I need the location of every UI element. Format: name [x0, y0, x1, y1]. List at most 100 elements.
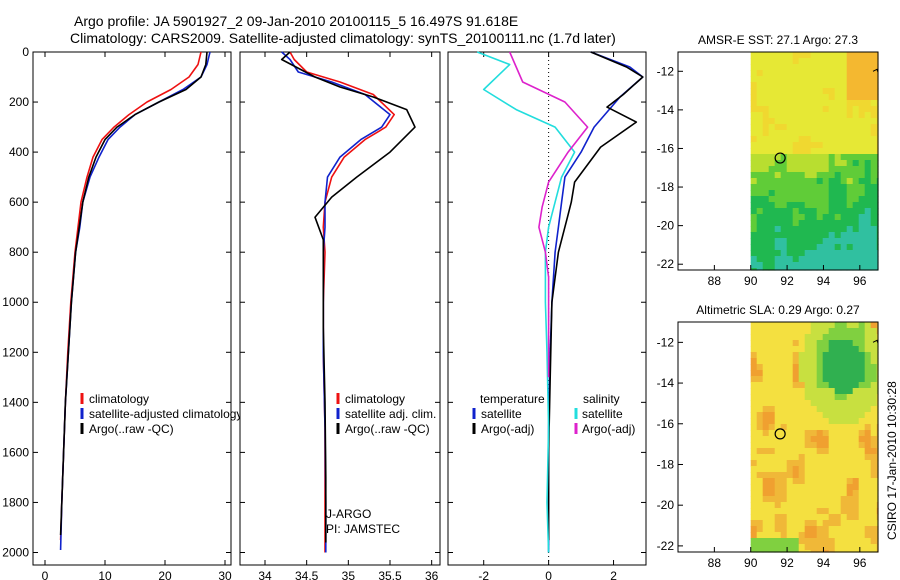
heatmap-cell — [834, 436, 842, 443]
heatmap-cell — [804, 124, 812, 131]
heatmap-cell — [780, 448, 788, 455]
heatmap-cell — [828, 490, 836, 497]
heatmap-cell — [798, 196, 806, 203]
heatmap-cell — [810, 436, 818, 443]
heatmap-cell — [810, 142, 818, 149]
heatmap-cell — [798, 136, 806, 143]
heatmap-cell — [870, 484, 878, 491]
heatmap-cell — [864, 418, 872, 425]
heatmap-cell — [870, 124, 878, 131]
heatmap-cell — [786, 496, 794, 503]
heatmap-cell — [756, 448, 764, 455]
heatmap-cell — [810, 334, 818, 341]
heatmap-cell — [816, 112, 824, 119]
heatmap-cell — [858, 88, 866, 95]
heatmap-cell — [780, 430, 788, 437]
y-tick-label: 800 — [9, 245, 29, 259]
heatmap-cell — [780, 94, 788, 101]
heatmap-cell — [810, 346, 818, 353]
heatmap-cell — [858, 250, 866, 257]
heatmap-cell — [846, 88, 854, 95]
heatmap-cell — [756, 154, 764, 161]
heatmap-cell — [792, 262, 800, 269]
heatmap-cell — [780, 484, 788, 491]
heatmap-cell — [834, 106, 842, 113]
heatmap-cell — [774, 514, 782, 521]
heatmap-cell — [780, 538, 788, 545]
heatmap-cell — [846, 436, 854, 443]
map-x-tick-label: 94 — [817, 556, 831, 570]
heatmap-cell — [858, 94, 866, 101]
heatmap-cell — [810, 532, 818, 539]
y-tick-label: 0 — [22, 45, 29, 59]
heatmap-cell — [774, 148, 782, 155]
heatmap-cell — [816, 388, 824, 395]
heatmap-cell — [810, 490, 818, 497]
heatmap-cell — [804, 154, 812, 161]
heatmap-cell — [828, 148, 836, 155]
heatmap-cell — [804, 382, 812, 389]
heatmap-cell — [768, 340, 776, 347]
heatmap-cell — [858, 406, 866, 413]
heatmap-cell — [852, 526, 860, 533]
x-tick-label: 34 — [258, 569, 272, 580]
heatmap-cell — [858, 472, 866, 479]
heatmap-cell — [840, 460, 848, 467]
heatmap-cell — [870, 430, 878, 437]
heatmap-cell — [846, 70, 854, 77]
heatmap-cell — [756, 268, 764, 271]
heatmap-cell — [852, 70, 860, 77]
heatmap-cell — [840, 418, 848, 425]
map-x-tick-label: 90 — [744, 556, 758, 570]
heatmap-cell — [834, 448, 842, 455]
heatmap-cell — [780, 142, 788, 149]
heatmap-cell — [774, 376, 782, 383]
heatmap-cell — [840, 118, 848, 125]
heatmap-cell — [762, 430, 770, 437]
heatmap-cell — [810, 424, 818, 431]
heatmap-cell — [816, 172, 824, 179]
heatmap-cell — [798, 376, 806, 383]
heatmap-cell — [786, 472, 794, 479]
heatmap-cell — [828, 202, 836, 209]
heatmap-cell — [780, 418, 788, 425]
heatmap-cell — [840, 226, 848, 233]
heatmap-cell — [864, 502, 872, 509]
heatmap-cell — [828, 70, 836, 77]
annotation-program: J-ARGO — [326, 507, 371, 521]
heatmap-cell — [810, 418, 818, 425]
heatmap-cell — [756, 160, 764, 167]
heatmap-cell — [798, 436, 806, 443]
heatmap-cell — [774, 448, 782, 455]
heatmap-cell — [864, 160, 872, 167]
heatmap-cell — [756, 478, 764, 485]
heatmap-cell — [768, 232, 776, 239]
heatmap-cell — [828, 88, 836, 95]
heatmap-cell — [804, 58, 812, 65]
heatmap-cell — [762, 172, 770, 179]
heatmap-cell — [786, 142, 794, 149]
heatmap-cell — [864, 448, 872, 455]
heatmap-cell — [810, 454, 818, 461]
heatmap-cell — [858, 376, 866, 383]
heatmap-cell — [846, 478, 854, 485]
heatmap-cell — [870, 352, 878, 359]
heatmap-cell — [804, 502, 812, 509]
heatmap-cell — [774, 70, 782, 77]
heatmap-cell — [858, 112, 866, 119]
heatmap-cell — [840, 52, 848, 59]
heatmap-cell — [870, 226, 878, 233]
series-line-4 — [508, 51, 589, 378]
heatmap-cell — [786, 418, 794, 425]
heatmap-cell — [750, 226, 758, 233]
heatmap-cell — [840, 448, 848, 455]
heatmap-cell — [864, 214, 872, 221]
heatmap-cell — [870, 112, 878, 119]
heatmap-cell — [840, 346, 848, 353]
heatmap-cell — [870, 322, 878, 329]
heatmap-cell — [870, 514, 878, 521]
heatmap-cell — [828, 424, 836, 431]
heatmap-cell — [846, 202, 854, 209]
heatmap-cell — [858, 502, 866, 509]
map-y-tick-label: -18 — [657, 180, 675, 194]
